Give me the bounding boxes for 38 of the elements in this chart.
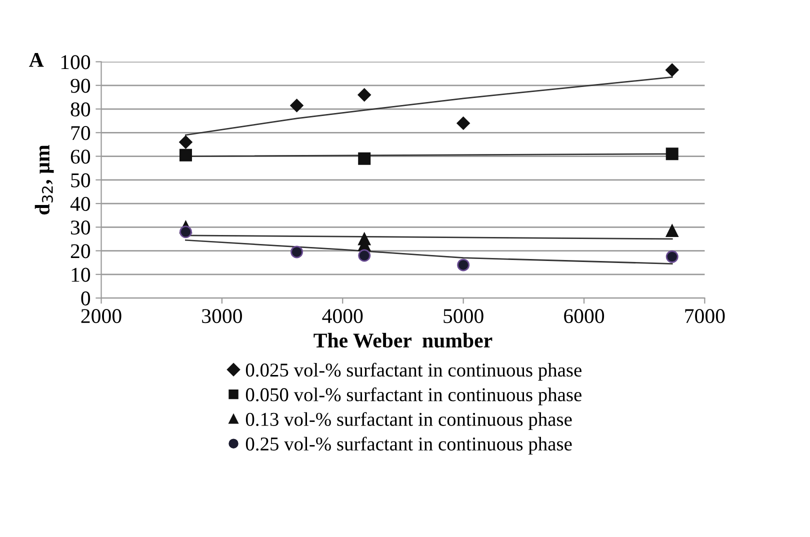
point <box>666 63 679 77</box>
y-tick-label: 100 <box>61 55 90 70</box>
y-tick-label: 0 <box>81 291 90 306</box>
point <box>666 148 678 160</box>
point <box>179 226 192 238</box>
x-tick-label: 6000 <box>564 309 604 324</box>
point <box>666 224 678 237</box>
x-axis-title: The Weber number <box>314 332 492 348</box>
point <box>290 246 304 258</box>
y-tick-label: 40 <box>70 196 90 211</box>
legend-label: 0.13 vol-% surfactant in continuous phase <box>246 412 572 430</box>
y-tick-label: 60 <box>70 150 90 164</box>
y-tick-label: 80 <box>70 102 90 116</box>
y-tick-label: 20 <box>70 244 90 258</box>
x-tick-label: 4000 <box>322 309 363 324</box>
legend-label: 0.25 vol-% surfactant in continuous phase <box>246 436 572 455</box>
y-tick-label: 50 <box>71 173 90 188</box>
point <box>358 249 371 262</box>
legend-label: 0.050 vol-% surfactant in continuous phase <box>246 387 582 406</box>
point <box>358 88 371 102</box>
y-axis-title: d$_{32}$, µm <box>34 144 54 214</box>
y-tick-label: 10 <box>72 268 90 282</box>
text: A <box>29 53 44 67</box>
legend-label: 0.025 vol-% surfactant in continuous phase <box>246 362 582 381</box>
y-tick-label: 90 <box>70 78 90 93</box>
point <box>290 98 304 112</box>
x-tick-label: 2000 <box>81 309 122 324</box>
x-tick-label: 7000 <box>685 309 725 324</box>
y-tick-label: 30 <box>70 220 90 235</box>
point <box>179 136 192 149</box>
x-tick-label: 5000 <box>444 309 484 324</box>
point <box>456 116 470 130</box>
y-tick-label: 70 <box>71 126 90 140</box>
point <box>179 148 192 162</box>
point <box>457 258 470 272</box>
point <box>358 152 371 165</box>
x-tick-label: 3000 <box>202 309 242 324</box>
point <box>666 250 678 263</box>
